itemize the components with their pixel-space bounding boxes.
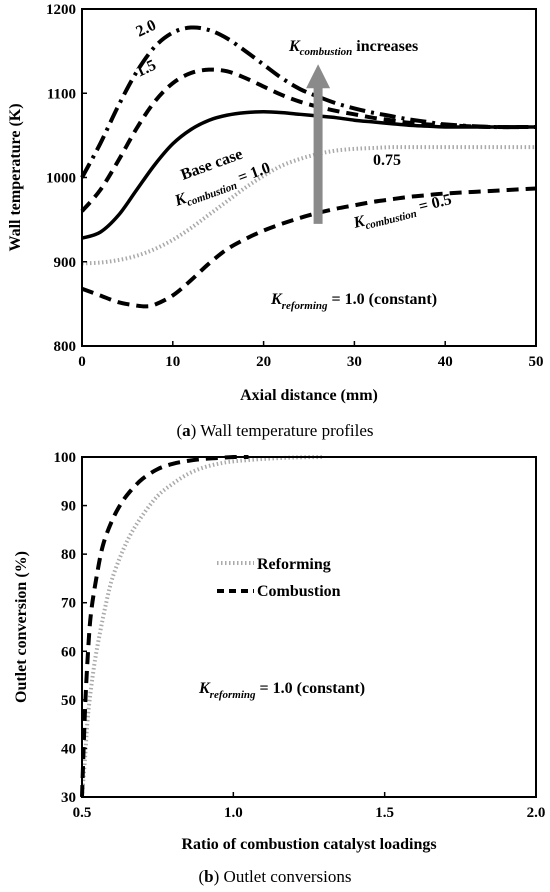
y-tick-label: 40 bbox=[61, 741, 76, 757]
chart-a-ticks: 0 10 20 30 40 50 800 900 1000 1100 1200 bbox=[46, 2, 544, 370]
series-line-2-0 bbox=[80, 25, 537, 179]
x-tick-label: 20 bbox=[256, 354, 271, 370]
y-tick-label: 100 bbox=[54, 450, 77, 466]
y-tick-label: 30 bbox=[61, 790, 76, 806]
chart-a-caption: (a) Wall temperature profiles bbox=[176, 421, 373, 440]
chart-b-caption-letter: b bbox=[204, 867, 213, 886]
chart-b-series bbox=[80, 454, 325, 798]
y-tick-label: 90 bbox=[61, 499, 76, 515]
legend-label-reforming: Reforming bbox=[257, 556, 331, 573]
chart-b: 0.5 1.0 1.5 2.0 30 40 50 60 70 80 90 100 Outlet con… bbox=[13, 450, 545, 886]
chart-a-x-axis-label: Axial distance (mm) bbox=[240, 387, 378, 404]
chart-b-label-kreforming: Kreforming = 1.0 (constant) bbox=[198, 680, 365, 701]
chart-a-arrow bbox=[306, 64, 331, 224]
x-tick-label: 10 bbox=[165, 354, 180, 370]
chart-b-plot-frame bbox=[81, 456, 537, 798]
chart-b-ticks: 0.5 1.0 1.5 2.0 30 40 50 60 70 80 90 100 bbox=[54, 450, 546, 821]
series-line-1-5 bbox=[80, 67, 537, 213]
series-line-base-case-k-combustion-1-0 bbox=[81, 110, 536, 240]
chart-b-caption-text: Outlet conversions bbox=[219, 867, 351, 886]
chart-a: 0 10 20 30 40 50 800 900 1000 1100 1200 Wall tempe… bbox=[7, 2, 544, 440]
chart-a-kref-k: K bbox=[270, 291, 283, 308]
x-tick-label: 1.5 bbox=[375, 805, 394, 821]
x-tick-label: 50 bbox=[529, 354, 544, 370]
chart-a-label-0-75: 0.75 bbox=[373, 152, 401, 169]
chart-a-y-axis-label: Wall temperature (K) bbox=[7, 103, 24, 251]
chart-a-caption-letter: a bbox=[182, 421, 191, 440]
x-tick-label: 30 bbox=[347, 354, 362, 370]
chart-a-arrow-label-sub: combustion bbox=[300, 46, 353, 58]
chart-b-x-axis-label: Ratio of combustion catalyst loadings bbox=[181, 836, 436, 853]
chart-a-label-k-0-5-sub: combustion bbox=[364, 208, 418, 232]
x-tick-label: 0.5 bbox=[73, 805, 92, 821]
chart-a-arrow-label: Kcombustion increases bbox=[288, 38, 418, 58]
legend-label-combustion: Combustion bbox=[257, 583, 341, 600]
x-tick-label: 40 bbox=[438, 354, 453, 370]
chart-a-kref-rest: = 1.0 (constant) bbox=[328, 291, 438, 308]
y-tick-label: 1200 bbox=[46, 2, 76, 18]
chart-a-label-k-1-0-sub: combustion bbox=[185, 180, 239, 209]
chart-a-arrow-label-rest: increases bbox=[352, 38, 418, 55]
y-tick-label: 900 bbox=[54, 255, 77, 271]
y-tick-label: 60 bbox=[61, 644, 76, 660]
arrow-head bbox=[306, 64, 331, 89]
chart-a-kref-sub: reforming bbox=[282, 300, 328, 312]
series-line-0-75 bbox=[81, 145, 536, 266]
chart-a-series bbox=[80, 25, 537, 309]
y-tick-label: 50 bbox=[61, 693, 76, 709]
y-tick-label: 80 bbox=[61, 547, 76, 563]
chart-a-label-kreforming: Kreforming = 1.0 (constant) bbox=[270, 291, 437, 312]
y-tick-label: 800 bbox=[54, 339, 77, 355]
series-line-combustion bbox=[80, 454, 249, 798]
chart-b-caption: (b) Outlet conversions bbox=[198, 867, 351, 886]
chart-a-label-1-5: 1.5 bbox=[134, 57, 159, 81]
chart-a-arrow-label-k: K bbox=[288, 38, 301, 55]
chart-a-caption-text: Wall temperature profiles bbox=[196, 421, 373, 440]
series-line-reforming bbox=[80, 455, 325, 798]
series-line-k-combustion-0-5 bbox=[81, 186, 537, 309]
y-tick-label: 1000 bbox=[46, 171, 76, 187]
chart-b-y-axis-label: Outlet conversion (%) bbox=[13, 551, 30, 703]
chart-a-label-2-0: 2.0 bbox=[134, 17, 159, 41]
y-tick-label: 70 bbox=[61, 596, 76, 612]
x-tick-label: 0 bbox=[78, 354, 86, 370]
chart-b-kref-rest: = 1.0 (constant) bbox=[256, 680, 366, 697]
chart-b-kref-k: K bbox=[198, 680, 211, 697]
x-tick-label: 1.0 bbox=[224, 805, 243, 821]
chart-b-legend: Reforming Combustion bbox=[217, 556, 341, 600]
x-tick-label: 2.0 bbox=[527, 805, 546, 821]
y-tick-label: 1100 bbox=[47, 86, 76, 102]
chart-b-kref-sub: reforming bbox=[210, 689, 256, 701]
